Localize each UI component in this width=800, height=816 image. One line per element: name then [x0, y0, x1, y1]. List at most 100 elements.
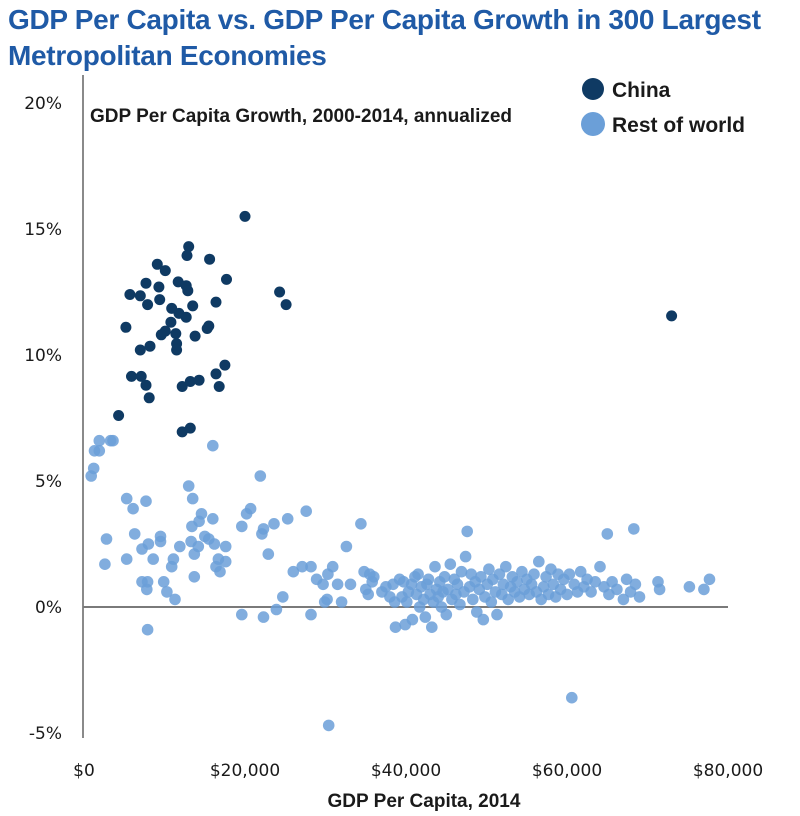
rest-of-world-point: [93, 434, 106, 447]
rest-of-world-point: [174, 540, 186, 553]
rest-of-world-point: [141, 623, 154, 636]
x-tick-label: $20,000: [210, 761, 280, 781]
rest-of-world-point: [455, 565, 468, 578]
rest-of-world-point: [257, 611, 270, 623]
x-axis-label: GDP Per Capita, 2014: [328, 791, 521, 812]
rest-of-world-point: [589, 576, 601, 588]
china-point: [155, 329, 167, 341]
china-point: [154, 294, 166, 306]
rest-of-world-point: [419, 611, 432, 623]
rest-of-world-point: [601, 528, 614, 540]
rest-of-world-point: [182, 480, 195, 492]
rest-of-world-point: [451, 578, 464, 591]
rest-of-world-point: [467, 593, 479, 606]
china-point: [274, 286, 286, 298]
rest-of-world-point: [471, 606, 483, 618]
rest-of-world-point: [305, 560, 317, 573]
rest-of-world-point: [340, 540, 353, 553]
rest-of-world-point: [633, 591, 646, 603]
rest-of-world-point: [254, 470, 267, 482]
rest-of-world-point: [444, 558, 457, 570]
rest-of-world-point: [683, 581, 696, 593]
china-point: [134, 344, 146, 356]
x-tick-label: $40,000: [371, 761, 441, 781]
x-tick-label: $80,000: [693, 761, 763, 781]
rest-of-world-point: [561, 588, 573, 601]
china-point: [151, 258, 163, 270]
y-tick-label: 0%: [35, 598, 62, 618]
rest-of-world-point: [500, 560, 512, 573]
china-point: [142, 299, 154, 311]
china-point: [120, 321, 132, 333]
rest-of-world-point: [331, 578, 344, 591]
china-point: [193, 374, 205, 386]
rest-of-world-point: [355, 518, 367, 530]
legend-label-rest-of-world: Rest of world: [612, 114, 745, 137]
china-point: [153, 281, 165, 293]
rest-of-world-point: [257, 523, 270, 535]
rest-of-world-point: [326, 560, 339, 573]
rest-of-world-point: [305, 608, 317, 621]
china-point: [165, 316, 177, 328]
rest-of-world-point: [321, 593, 333, 606]
china-point: [126, 370, 137, 382]
china-point: [182, 285, 194, 297]
rest-of-world-point: [120, 492, 133, 505]
china-point: [183, 241, 195, 253]
x-tick-label: $0: [73, 761, 95, 781]
rest-of-world-point: [141, 583, 153, 596]
rest-of-world-point: [629, 578, 642, 591]
rest-of-world-point: [208, 538, 221, 550]
series-china: [113, 210, 678, 438]
rest-of-world-point: [169, 593, 181, 606]
china-point: [144, 340, 156, 352]
rest-of-world-point: [412, 568, 424, 580]
china-point: [213, 381, 225, 392]
rest-of-world-point: [207, 513, 219, 525]
china-point: [140, 277, 152, 289]
rest-of-world-point: [362, 588, 375, 601]
rest-of-world-point: [236, 520, 248, 533]
legend-label-china: China: [612, 79, 671, 102]
chart-title: GDP Per Capita vs. GDP Per Capita Growth…: [8, 4, 761, 71]
rest-of-world-point: [459, 550, 472, 563]
rest-of-world-point: [368, 571, 380, 583]
rest-of-world-point: [236, 608, 248, 621]
rest-of-world-point: [120, 553, 133, 565]
rest-of-world-point: [485, 596, 498, 608]
rest-of-world-point: [142, 538, 155, 550]
rest-of-world-point: [268, 518, 280, 530]
rest-of-world-point: [440, 608, 453, 621]
china-point: [184, 422, 196, 434]
rest-of-world-point: [317, 578, 329, 591]
china-point: [143, 392, 155, 404]
china-point: [210, 296, 222, 308]
rest-of-world-point: [438, 571, 451, 583]
rest-of-world-point: [147, 553, 159, 565]
china-point: [140, 379, 152, 391]
rest-of-world-point: [344, 578, 357, 591]
rest-of-world-point: [491, 608, 503, 621]
china-point: [134, 290, 146, 302]
rest-of-world-point: [195, 508, 208, 520]
y-tick-label: 15%: [24, 220, 62, 240]
china-point: [201, 323, 213, 334]
rest-of-world-point: [533, 555, 545, 568]
rest-of-world-point: [335, 596, 348, 608]
rest-of-world-point: [566, 691, 578, 704]
rest-of-world-point: [100, 533, 113, 545]
china-point: [189, 330, 201, 342]
china-point: [280, 299, 292, 311]
legend: China Rest of world: [581, 78, 745, 137]
china-point: [187, 300, 199, 312]
china-point: [666, 310, 678, 322]
rest-of-world-point: [192, 540, 205, 553]
rest-of-world-point: [653, 583, 666, 596]
rest-of-world-point: [262, 548, 275, 560]
china-point: [184, 376, 196, 387]
y-tick-label: 20%: [24, 94, 62, 114]
rest-of-world-point: [188, 571, 201, 583]
china-point: [135, 370, 147, 382]
rest-of-world-point: [528, 568, 540, 580]
